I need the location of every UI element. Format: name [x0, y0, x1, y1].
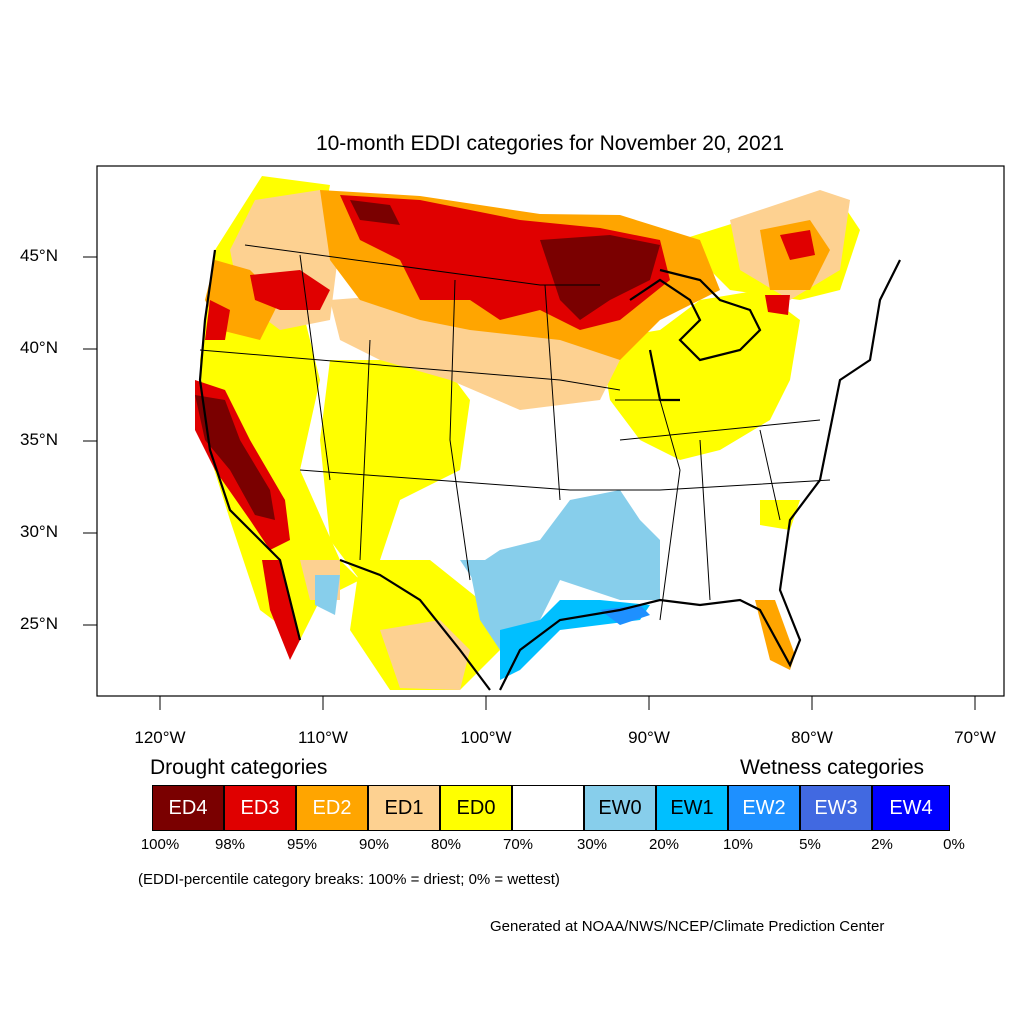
legend-break-100: 100%: [140, 836, 180, 853]
legend-swatch-ew0: EW0: [584, 785, 656, 831]
credit-line: Generated at NOAA/NWS/NCEP/Climate Predi…: [490, 918, 885, 935]
region-ed3-baja: [262, 560, 300, 660]
legend-label-ew2: EW2: [742, 796, 786, 819]
lon-label-70w: 70°W: [954, 728, 996, 747]
region-ed3-northeast: [780, 230, 815, 260]
legend-break-10: 10%: [722, 836, 754, 853]
legend-swatch-ew2: EW2: [728, 785, 800, 831]
legend-swatch-ew3: EW3: [800, 785, 872, 831]
lat-label-25n: 25°N: [20, 614, 58, 633]
legend-break-2: 2%: [871, 836, 893, 853]
legend-break-5: 5%: [799, 836, 821, 853]
region-ed4-minnesota: [540, 235, 660, 320]
region-ed4-north: [350, 200, 400, 225]
region-ew0-texas: [460, 560, 520, 590]
legend-label-ed4: ED4: [168, 796, 208, 819]
legend-label-ed1: ED1: [384, 796, 424, 819]
legend-break-20: 20%: [648, 836, 680, 853]
drought-categories-heading: Drought categories: [150, 756, 328, 779]
legend-label-ew1: EW1: [670, 796, 714, 819]
region-ew0-west: [315, 575, 340, 615]
region-ed1-southwest: [380, 620, 470, 690]
legend-swatch-ed0: ED0: [440, 785, 512, 831]
legend-break-0: 0%: [943, 836, 965, 853]
lon-label-80w: 80°W: [791, 728, 833, 747]
legend-break-80: 80%: [430, 836, 462, 853]
lat-label-35n: 35°N: [20, 430, 58, 449]
region-ed3-coast: [205, 300, 230, 340]
map-title: 10-month EDDI categories for November 20…: [315, 132, 785, 155]
region-ed3-michigan: [765, 295, 790, 315]
legend-label-ed3: ED3: [240, 796, 280, 819]
legend-break-70: 70%: [502, 836, 534, 853]
lon-label-110w: 110°W: [298, 728, 348, 747]
lat-label-30n: 30°N: [20, 522, 58, 541]
legend-swatch-ed4: ED4: [152, 785, 224, 831]
legend-swatch-normal: [512, 785, 584, 831]
legend-break-30: 30%: [576, 836, 608, 853]
coastlines: [198, 249, 901, 691]
map-frame: [96, 165, 1005, 697]
region-ed0-central: [320, 360, 470, 580]
legend-break-95: 95%: [286, 836, 318, 853]
lon-label-90w: 90°W: [628, 728, 670, 747]
legend-swatch-ed2: ED2: [296, 785, 368, 831]
legend-break-98: 98%: [214, 836, 246, 853]
legend-label-ew0: EW0: [598, 796, 642, 819]
state-borders: [199, 244, 831, 621]
legend-swatch-ew4: EW4: [872, 785, 950, 831]
wetness-categories-heading: Wetness categories: [740, 756, 925, 779]
lat-label-45n: 45°N: [20, 246, 58, 265]
lat-ticks: [83, 256, 97, 626]
region-ed0-east: [600, 290, 800, 460]
region-ew2-gulf: [600, 605, 650, 625]
legend-label-ew4: EW4: [889, 796, 933, 819]
region-ew1-gulf: [500, 600, 650, 680]
lat-label-40n: 40°N: [20, 338, 58, 357]
region-ew0-south: [470, 490, 660, 650]
legend-swatch-ed1: ED1: [368, 785, 440, 831]
legend-swatch-ed3: ED3: [224, 785, 296, 831]
lon-ticks: [159, 696, 976, 710]
map-area: [190, 172, 901, 694]
lon-label-100w: 100°W: [460, 728, 512, 747]
legend-break-90: 90%: [358, 836, 390, 853]
legend-label-ed0: ED0: [456, 796, 496, 819]
legend-label-ed2: ED2: [312, 796, 352, 819]
region-ed3-oregon: [250, 270, 330, 310]
lon-label-120w: 120°W: [134, 728, 186, 747]
legend-label-ew3: EW3: [814, 796, 858, 819]
region-ed4-california: [195, 395, 275, 520]
legend-swatch-ew1: EW1: [656, 785, 728, 831]
category-note: (EDDI-percentile category breaks: 100% =…: [138, 871, 560, 888]
